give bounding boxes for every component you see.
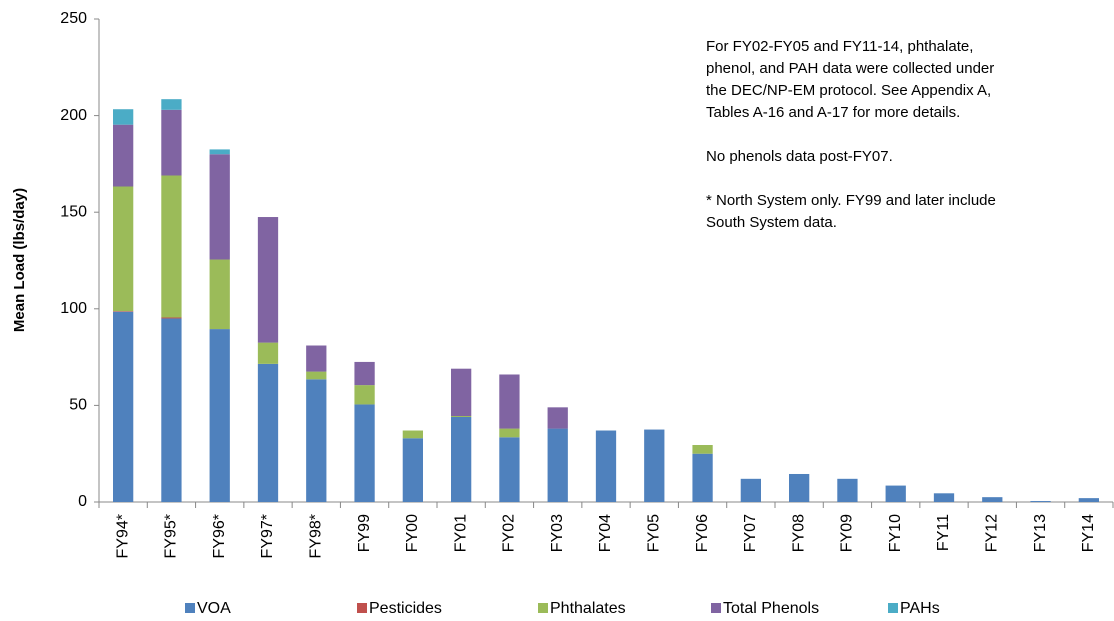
bar-segment — [1078, 498, 1099, 502]
bar-segment — [451, 416, 472, 502]
bar-segment — [161, 99, 182, 110]
bar-segment — [354, 385, 375, 405]
bar-segment — [209, 149, 230, 155]
bar-segment — [885, 485, 906, 502]
bar-segment — [933, 493, 955, 502]
annotation: For FY02-FY05 and FY11-14, phthalate, — [706, 38, 973, 55]
bar-segment — [113, 109, 134, 125]
x-tick-label: FY08 — [790, 514, 807, 552]
legend-swatch — [538, 603, 548, 613]
bar-segment — [257, 342, 279, 364]
bar-segment — [161, 109, 182, 176]
x-tick-label: FY14 — [1080, 514, 1097, 552]
bar-segment — [113, 124, 134, 187]
bar-segment — [161, 175, 182, 318]
bar-segment — [209, 329, 230, 502]
x-tick-label: FY10 — [887, 514, 904, 552]
x-tick-label: FY06 — [694, 514, 711, 552]
x-tick-label: FY02 — [501, 514, 518, 552]
annotation: South System data. — [706, 214, 837, 231]
legend-swatch — [711, 603, 721, 613]
bar-segment — [692, 453, 713, 502]
bar-segment — [451, 416, 472, 417]
legend-swatch — [357, 603, 367, 613]
bar-segment — [1030, 501, 1051, 502]
x-tick-label: FY95* — [163, 514, 180, 558]
y-tick-label: 50 — [69, 397, 87, 414]
bar-segment — [499, 374, 520, 429]
annotation: * North System only. FY99 and later incl… — [706, 192, 996, 209]
annotation: the DEC/NP-EM protocol. See Appendix A, — [706, 82, 991, 99]
x-tick-label: FY00 — [404, 514, 421, 552]
legend-swatch — [888, 603, 898, 613]
x-tick-label: FY94* — [114, 514, 131, 558]
bar-segment — [161, 317, 182, 319]
bar-segment — [402, 430, 423, 439]
y-tick-label: 0 — [78, 493, 87, 510]
x-tick-label: FY03 — [549, 514, 566, 552]
bar-segment — [209, 154, 230, 260]
bar-segment — [402, 438, 423, 502]
y-axis-label: Mean Load (lbs/day) — [11, 188, 28, 332]
bar-segment — [209, 259, 230, 330]
x-tick-label: FY13 — [1032, 514, 1049, 552]
bar-segment — [595, 430, 617, 502]
x-tick-label: FY09 — [839, 514, 856, 552]
legend-label: VOA — [197, 600, 231, 617]
bar-segment — [354, 404, 375, 502]
y-tick-label: 200 — [60, 107, 87, 124]
bar-segment — [547, 428, 568, 502]
bar-segment — [306, 379, 327, 502]
bar-segment — [499, 437, 520, 502]
bar-segment — [789, 473, 810, 502]
y-tick-label: 150 — [60, 203, 87, 220]
bar-segment — [547, 407, 568, 429]
bar-segment — [692, 445, 713, 454]
x-tick-label: FY04 — [597, 514, 614, 552]
bar-segment — [113, 186, 134, 312]
bar-segment — [113, 311, 134, 312]
x-tick-label: FY11 — [935, 514, 952, 551]
x-tick-label: FY05 — [646, 514, 663, 552]
x-tick-label: FY97* — [259, 514, 276, 558]
x-tick-label: FY12 — [984, 514, 1001, 552]
legend-label: PAHs — [900, 600, 940, 617]
legend-label: Pesticides — [369, 600, 442, 617]
bar-segment — [644, 429, 665, 502]
bar-segment — [161, 318, 182, 502]
bar-segment — [306, 371, 327, 380]
bar-segment — [451, 368, 472, 417]
bar-segment — [499, 428, 520, 438]
annotation: phenol, and PAH data were collected unde… — [706, 60, 994, 77]
bar-segment — [354, 361, 375, 386]
bar-segment — [257, 363, 279, 502]
legend-label: Phthalates — [550, 600, 626, 617]
bar-segment — [306, 345, 327, 372]
bar-segment — [113, 311, 134, 502]
bar-segment — [837, 478, 858, 502]
legend-swatch — [185, 603, 195, 613]
bar-segment — [257, 217, 279, 343]
y-tick-label: 100 — [60, 300, 87, 317]
bar-segment — [740, 478, 761, 502]
annotation: Tables A-16 and A-17 for more details. — [706, 104, 960, 121]
x-tick-label: FY07 — [742, 514, 759, 552]
y-tick-label: 250 — [60, 10, 87, 27]
bar-segment — [982, 497, 1003, 502]
x-tick-label: FY98* — [308, 514, 325, 558]
x-tick-label: FY99 — [356, 514, 373, 552]
legend-label: Total Phenols — [723, 600, 819, 617]
x-tick-label: FY96* — [211, 514, 228, 558]
annotation: No phenols data post-FY07. — [706, 148, 893, 165]
x-tick-label: FY01 — [452, 514, 469, 552]
